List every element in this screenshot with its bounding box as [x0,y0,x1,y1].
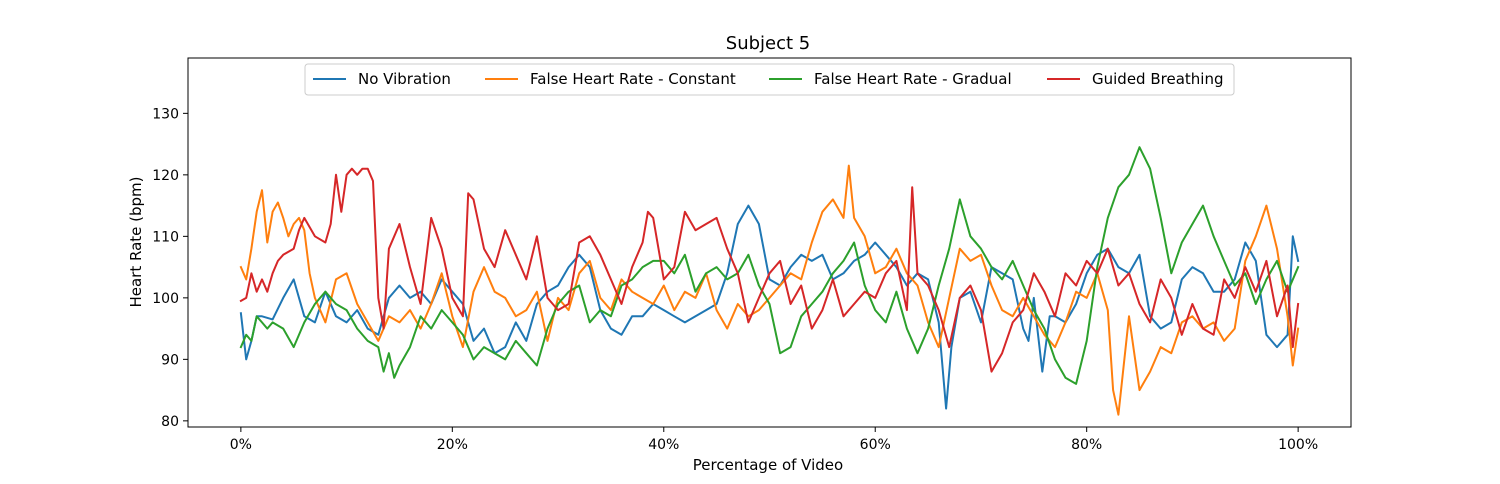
y-tick-label: 120 [152,168,179,184]
legend: No Vibration False Heart Rate - Constant F… [304,63,1235,96]
legend-label-1: False Heart Rate - Constant [530,70,736,88]
chart-title: Subject 5 [726,33,810,54]
legend-label-0: No Vibration [358,70,451,88]
y-axis-label: Heart Rate (bpm) [127,176,145,307]
y-tick-label: 90 [161,352,179,368]
x-tick-label: 100% [1278,437,1318,453]
legend-label-2: False Heart Rate - Gradual [814,70,1012,88]
y-tick-label: 80 [161,414,179,430]
series-line-2 [239,146,1300,385]
plot-area-frame [187,57,1352,428]
x-tick-label: 60% [860,437,891,453]
y-axis: 80 90 100 110 120 130 [152,106,188,430]
legend-label-3: Guided Breathing [1092,70,1223,88]
y-tick-label: 130 [152,106,179,122]
series-line-1 [239,164,1300,416]
x-axis: 0% 20% 40% 60% 80% 100% [230,427,1318,453]
plot-lines [239,146,1300,416]
x-tick-label: 20% [437,437,468,453]
y-tick-label: 110 [152,229,179,245]
x-tick-label: 40% [648,437,679,453]
x-axis-label: Percentage of Video [693,456,843,474]
x-tick-label: 0% [230,437,252,453]
series-line-3 [239,167,1300,373]
y-tick-label: 100 [152,291,179,307]
x-tick-label: 80% [1071,437,1102,453]
